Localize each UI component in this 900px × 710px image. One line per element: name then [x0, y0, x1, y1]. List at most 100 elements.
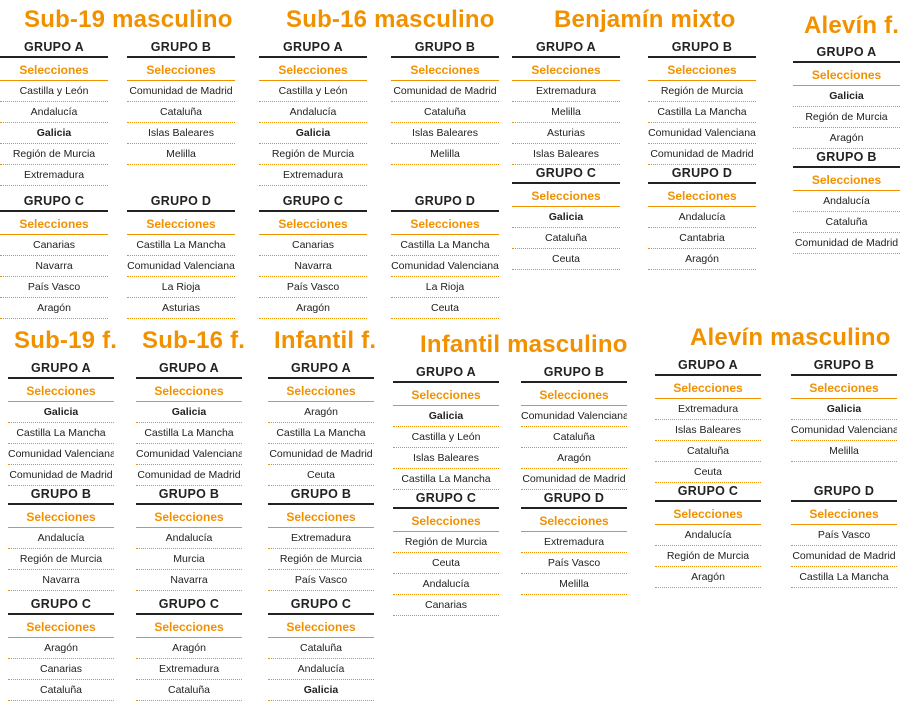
- team-item: Andalucía: [136, 529, 242, 549]
- group-header: GRUPO C: [0, 193, 108, 212]
- team-item: Cataluña: [391, 103, 499, 123]
- group-sub19m-a: GRUPO A Selecciones Castilla y León Andaluc…: [0, 39, 108, 186]
- section-title-sub19-masculino: Sub-19 masculino: [24, 6, 233, 33]
- selecciones-label: Selecciones: [259, 214, 367, 235]
- team-item: Murcia: [136, 550, 242, 570]
- team-item: Castilla y León: [393, 428, 499, 448]
- team-item: Cataluña: [793, 213, 900, 233]
- group-header: GRUPO D: [521, 490, 627, 509]
- group-header: GRUPO C: [268, 596, 374, 615]
- team-item: Islas Baleares: [127, 124, 235, 144]
- section-title-infantil-masculino: Infantil masculino: [420, 331, 628, 358]
- team-list: Castilla y León Andalucía Galicia Región de…: [259, 82, 367, 186]
- team-item: Navarra: [0, 257, 108, 277]
- team-item: Comunidad de Madrid: [268, 445, 374, 465]
- team-item: Castilla La Mancha: [136, 424, 242, 444]
- selecciones-label: Selecciones: [521, 511, 627, 532]
- group-header: GRUPO C: [393, 490, 499, 509]
- team-item: Cataluña: [521, 428, 627, 448]
- selecciones-label: Selecciones: [655, 504, 761, 525]
- team-item: Región de Murcia: [8, 550, 114, 570]
- team-item: Galicia: [0, 124, 108, 144]
- selecciones-label: Selecciones: [136, 507, 242, 528]
- team-item: Comunidad Valenciana: [648, 124, 756, 144]
- team-list: Andalucía Murcia Navarra: [136, 529, 242, 591]
- team-item: Comunidad de Madrid: [648, 145, 756, 165]
- team-list: Comunidad de Madrid Cataluña Islas Baleare…: [127, 82, 235, 165]
- selecciones-label: Selecciones: [268, 381, 374, 402]
- group-header: GRUPO A: [8, 360, 114, 379]
- section-title-alevin-masculino: Alevín masculino: [690, 324, 891, 351]
- team-item: Castilla La Mancha: [648, 103, 756, 123]
- group-header: GRUPO B: [648, 39, 756, 58]
- team-item: Región de Murcia: [648, 82, 756, 102]
- team-item: Cataluña: [127, 103, 235, 123]
- selecciones-label: Selecciones: [8, 507, 114, 528]
- team-item: Región de Murcia: [268, 550, 374, 570]
- team-item: Islas Baleares: [393, 449, 499, 469]
- group-sub16f-b: GRUPO B Selecciones Andalucía Murcia Navarra: [136, 486, 242, 591]
- team-item: Galicia: [259, 124, 367, 144]
- team-item: Castilla y León: [0, 82, 108, 102]
- group-header: GRUPO A: [0, 39, 108, 58]
- group-sub16m-b: GRUPO B Selecciones Comunidad de Madrid Cat…: [391, 39, 499, 165]
- team-item: Ceuta: [512, 250, 620, 270]
- team-item: País Vasco: [791, 526, 897, 546]
- team-item: Comunidad Valenciana: [8, 445, 114, 465]
- team-list: Andalucía Cataluña Comunidad de Madrid: [793, 192, 900, 254]
- group-sub19f-c: GRUPO C Selecciones Aragón Canarias Cataluña: [8, 596, 114, 701]
- selecciones-label: Selecciones: [791, 504, 897, 525]
- group-header: GRUPO B: [268, 486, 374, 505]
- group-header: GRUPO B: [136, 486, 242, 505]
- team-item: Navarra: [136, 571, 242, 591]
- team-item: Comunidad de Madrid: [521, 470, 627, 490]
- team-item: Castilla y León: [259, 82, 367, 102]
- team-list: Andalucía Cantabria Aragón: [648, 208, 756, 270]
- team-item: País Vasco: [521, 554, 627, 574]
- team-item: Aragón: [268, 403, 374, 423]
- selecciones-label: Selecciones: [512, 60, 620, 81]
- group-header: GRUPO A: [393, 364, 499, 383]
- team-list: Cataluña Andalucía Galicia: [268, 639, 374, 701]
- team-item: Castilla La Mancha: [391, 236, 499, 256]
- selecciones-label: Selecciones: [391, 214, 499, 235]
- team-item: Melilla: [512, 103, 620, 123]
- group-sub16m-d: GRUPO D Selecciones Castilla La Mancha Comu…: [391, 193, 499, 319]
- group-header: GRUPO B: [793, 149, 900, 168]
- team-item: Extremadura: [268, 529, 374, 549]
- team-item: Extremadura: [655, 400, 761, 420]
- group-alevinm-d: GRUPO D Selecciones País Vasco Comunidad de…: [791, 483, 897, 588]
- group-alevinf-b: GRUPO B Selecciones Andalucía Cataluña Comun…: [793, 149, 900, 254]
- team-list: Región de Murcia Castilla La Mancha Comuni…: [648, 82, 756, 165]
- team-item: Castilla La Mancha: [127, 236, 235, 256]
- team-item: Comunidad de Madrid: [127, 82, 235, 102]
- selecciones-label: Selecciones: [268, 617, 374, 638]
- team-item: Andalucía: [259, 103, 367, 123]
- group-infantilm-a: GRUPO A Selecciones Galicia Castilla y León…: [393, 364, 499, 490]
- team-item: Andalucía: [648, 208, 756, 228]
- team-list: Región de Murcia Ceuta Andalucía Canarias: [393, 533, 499, 616]
- section-title-sub16-masculino: Sub-16 masculino: [286, 6, 495, 33]
- team-item: Cataluña: [655, 442, 761, 462]
- team-list: Comunidad Valenciana Cataluña Aragón Comuni…: [521, 407, 627, 490]
- team-item: Navarra: [8, 571, 114, 591]
- selecciones-label: Selecciones: [0, 214, 108, 235]
- group-benjamin-d: GRUPO D Selecciones Andalucía Cantabria Arag…: [648, 165, 756, 270]
- team-item: Cataluña: [136, 681, 242, 701]
- team-item: Cataluña: [8, 681, 114, 701]
- selecciones-label: Selecciones: [393, 511, 499, 532]
- team-item: Aragón: [521, 449, 627, 469]
- group-sub19m-c: GRUPO C Selecciones Canarias Navarra País Va…: [0, 193, 108, 319]
- team-item: Andalucía: [8, 529, 114, 549]
- group-benjamin-a: GRUPO A Selecciones Extremadura Melilla Astu…: [512, 39, 620, 165]
- team-list: Castilla y León Andalucía Galicia Región de…: [0, 82, 108, 186]
- team-item: Comunidad Valenciana: [136, 445, 242, 465]
- team-item: Cataluña: [268, 639, 374, 659]
- team-item: Aragón: [8, 639, 114, 659]
- team-item: Ceuta: [393, 554, 499, 574]
- team-item: Galicia: [793, 87, 900, 107]
- team-list: Castilla La Mancha Comunidad Valenciana La…: [127, 236, 235, 319]
- team-item: Región de Murcia: [259, 145, 367, 165]
- team-item: Ceuta: [268, 466, 374, 486]
- section-title-sub16-f: Sub-16 f.: [142, 327, 246, 354]
